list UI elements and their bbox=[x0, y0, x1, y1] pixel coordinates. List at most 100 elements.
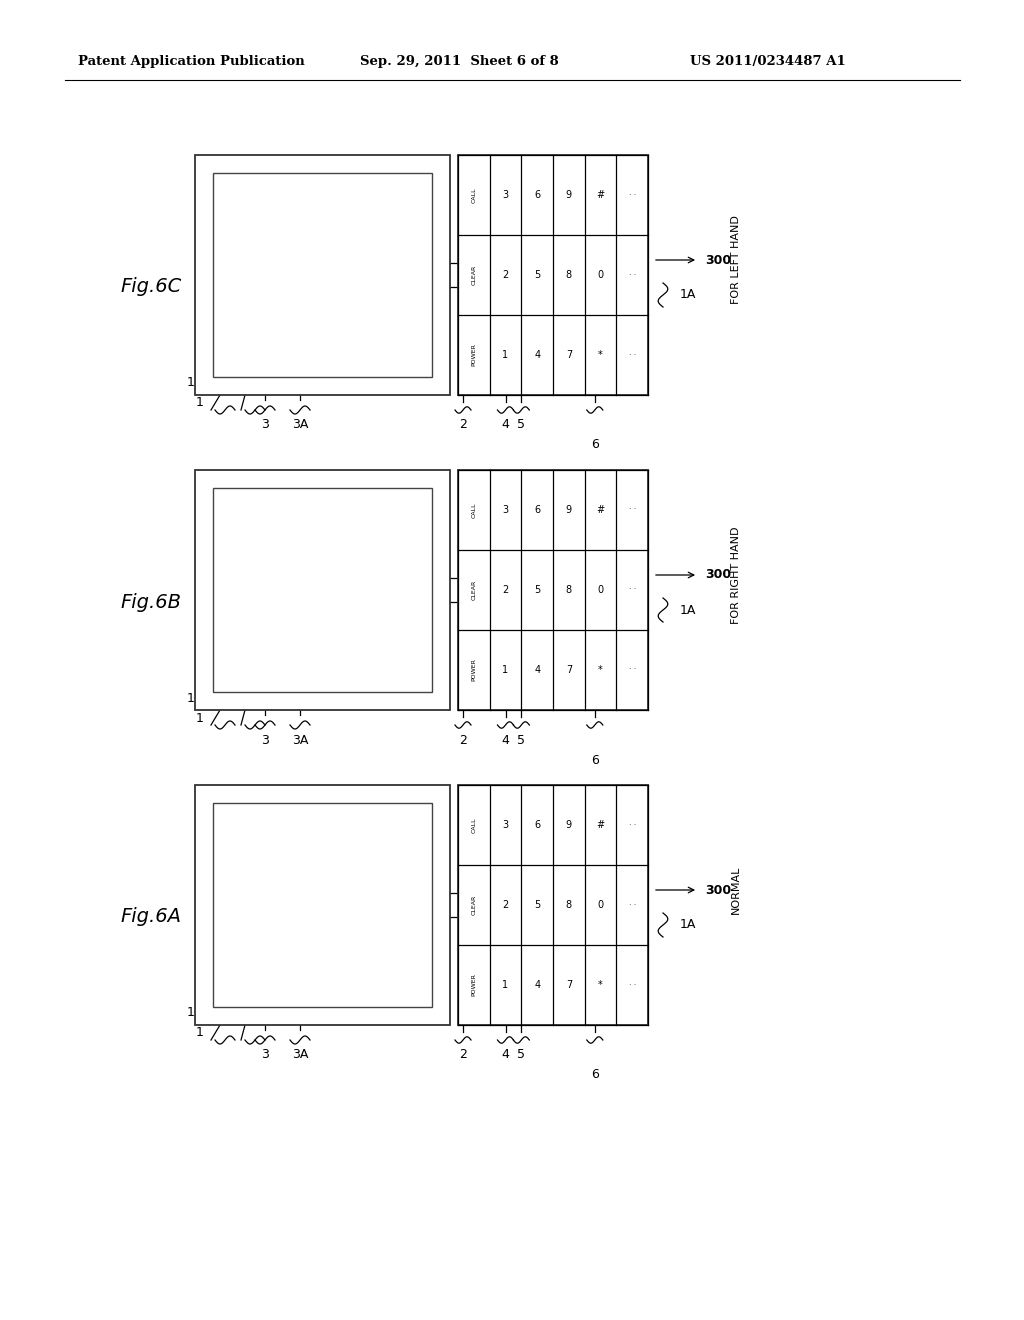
Text: 5: 5 bbox=[517, 734, 525, 747]
Text: 1: 1 bbox=[196, 396, 204, 409]
Text: FOR RIGHT HAND: FOR RIGHT HAND bbox=[731, 527, 741, 624]
Text: 0: 0 bbox=[597, 900, 603, 909]
Bar bbox=[195, 154, 450, 395]
Text: CALL: CALL bbox=[471, 817, 476, 833]
Text: 3A: 3A bbox=[292, 418, 308, 432]
Bar bbox=[213, 173, 432, 378]
Text: 6: 6 bbox=[535, 506, 541, 515]
Text: 1: 1 bbox=[187, 692, 195, 705]
Text: 5: 5 bbox=[517, 1048, 525, 1061]
Text: 300: 300 bbox=[705, 569, 731, 582]
Text: · ·: · · bbox=[629, 586, 636, 594]
Text: 1A: 1A bbox=[680, 919, 696, 932]
Text: Fig.6C: Fig.6C bbox=[120, 277, 181, 297]
Text: *: * bbox=[598, 350, 603, 360]
Text: POWER: POWER bbox=[471, 343, 476, 367]
Text: 3: 3 bbox=[261, 1048, 269, 1061]
Text: 2: 2 bbox=[459, 1048, 467, 1061]
Text: #: # bbox=[596, 506, 604, 515]
Text: Sep. 29, 2011  Sheet 6 of 8: Sep. 29, 2011 Sheet 6 of 8 bbox=[360, 55, 559, 69]
Text: 4: 4 bbox=[535, 350, 541, 360]
Text: 7: 7 bbox=[565, 350, 572, 360]
Text: 6: 6 bbox=[535, 820, 541, 830]
Text: 1: 1 bbox=[187, 376, 195, 389]
Text: 1: 1 bbox=[196, 1027, 204, 1040]
Text: 5: 5 bbox=[517, 418, 525, 432]
Text: 6: 6 bbox=[535, 190, 541, 201]
Text: 4: 4 bbox=[502, 1048, 509, 1061]
Text: CLEAR: CLEAR bbox=[471, 579, 476, 601]
Text: Patent Application Publication: Patent Application Publication bbox=[78, 55, 305, 69]
Text: SCREEN
DISPLAY: SCREEN DISPLAY bbox=[300, 578, 345, 602]
Text: 3: 3 bbox=[503, 820, 509, 830]
Text: 4: 4 bbox=[535, 979, 541, 990]
Text: 5: 5 bbox=[535, 900, 541, 909]
Text: FOR LEFT HAND: FOR LEFT HAND bbox=[731, 215, 741, 305]
Text: POWER: POWER bbox=[471, 659, 476, 681]
Text: 5: 5 bbox=[535, 585, 541, 595]
Text: 9: 9 bbox=[566, 506, 571, 515]
Text: 1: 1 bbox=[503, 350, 509, 360]
Text: · ·: · · bbox=[629, 665, 636, 675]
Text: 3: 3 bbox=[261, 734, 269, 747]
Text: · ·: · · bbox=[629, 351, 636, 359]
Text: 6: 6 bbox=[591, 754, 599, 767]
Text: 7: 7 bbox=[565, 979, 572, 990]
Text: 1A: 1A bbox=[680, 289, 696, 301]
Text: CLEAR: CLEAR bbox=[471, 265, 476, 285]
Text: 4: 4 bbox=[502, 418, 509, 432]
Text: 300: 300 bbox=[705, 253, 731, 267]
Text: · ·: · · bbox=[629, 506, 636, 515]
Bar bbox=[195, 470, 450, 710]
Text: 8: 8 bbox=[566, 271, 571, 280]
Bar bbox=[213, 488, 432, 692]
Text: · ·: · · bbox=[629, 190, 636, 199]
Text: CALL: CALL bbox=[471, 187, 476, 203]
Text: · ·: · · bbox=[629, 821, 636, 829]
Text: 4: 4 bbox=[502, 734, 509, 747]
Text: 6: 6 bbox=[591, 438, 599, 451]
Text: 1: 1 bbox=[196, 711, 204, 725]
Text: 5: 5 bbox=[535, 271, 541, 280]
Text: CLEAR: CLEAR bbox=[471, 895, 476, 915]
Text: 2: 2 bbox=[459, 418, 467, 432]
Text: 6: 6 bbox=[591, 1068, 599, 1081]
Text: US 2011/0234487 A1: US 2011/0234487 A1 bbox=[690, 55, 846, 69]
Text: 0: 0 bbox=[597, 271, 603, 280]
Text: 3: 3 bbox=[503, 190, 509, 201]
Text: 1: 1 bbox=[503, 979, 509, 990]
Text: 3A: 3A bbox=[292, 1048, 308, 1061]
Text: POWER: POWER bbox=[471, 974, 476, 997]
Text: #: # bbox=[596, 820, 604, 830]
Text: 1A: 1A bbox=[680, 603, 696, 616]
Text: 2: 2 bbox=[503, 271, 509, 280]
Text: 1: 1 bbox=[503, 665, 509, 675]
Text: NORMAL: NORMAL bbox=[731, 866, 741, 915]
Text: · ·: · · bbox=[629, 900, 636, 909]
Bar bbox=[458, 785, 648, 1026]
Text: 8: 8 bbox=[566, 900, 571, 909]
Text: 1: 1 bbox=[187, 1006, 195, 1019]
Text: · ·: · · bbox=[629, 271, 636, 280]
Bar bbox=[458, 470, 648, 710]
Text: 8: 8 bbox=[566, 585, 571, 595]
Text: 9: 9 bbox=[566, 190, 571, 201]
Text: 0: 0 bbox=[597, 585, 603, 595]
Text: 9: 9 bbox=[566, 820, 571, 830]
Text: SCREEN
DISPLAY: SCREEN DISPLAY bbox=[300, 894, 345, 916]
Text: 300: 300 bbox=[705, 883, 731, 896]
Text: Fig.6B: Fig.6B bbox=[120, 593, 181, 611]
Text: 2: 2 bbox=[459, 734, 467, 747]
Text: Fig.6A: Fig.6A bbox=[120, 908, 181, 927]
Text: 3: 3 bbox=[261, 418, 269, 432]
Text: SCREEN
DISPLAY: SCREEN DISPLAY bbox=[300, 264, 345, 286]
Text: 7: 7 bbox=[565, 665, 572, 675]
Text: 2: 2 bbox=[503, 900, 509, 909]
Text: · ·: · · bbox=[629, 981, 636, 990]
Text: *: * bbox=[598, 979, 603, 990]
Bar bbox=[458, 154, 648, 395]
Text: #: # bbox=[596, 190, 604, 201]
Bar bbox=[213, 803, 432, 1007]
Text: CALL: CALL bbox=[471, 502, 476, 517]
Text: 3: 3 bbox=[503, 506, 509, 515]
